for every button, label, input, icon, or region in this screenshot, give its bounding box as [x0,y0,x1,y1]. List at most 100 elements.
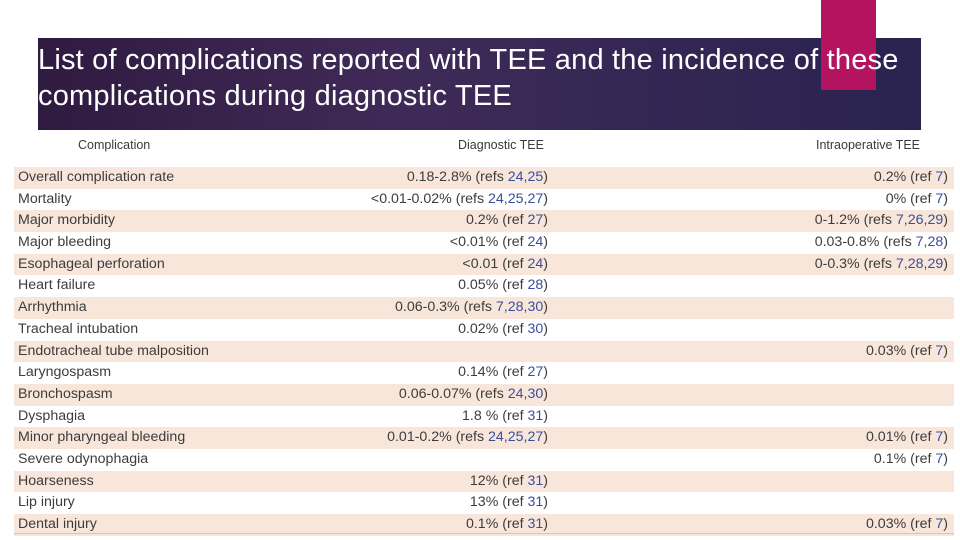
diagnostic-cell-value: 13% (ref [469,494,528,511]
intraoperative-cell-refs: 7,26,29 [895,212,944,229]
table-row: Bronchospasm 0.06-0.07% (refs 24,30) [14,383,954,406]
diagnostic-cell-value: <0.01% (ref [449,234,528,251]
complication-cell: Major morbidity [18,212,115,229]
table-row: Minor pharyngeal bleeding 0.01-0.2% (refs… [14,427,954,449]
table-row: Major bleeding <0.01% (ref 24) 0.03-0.8% (… [14,232,954,254]
complication-cell: Dental injury [18,516,97,532]
table-row: Endotracheal tube malposition 0.03% (ref … [14,340,954,363]
complication-cell: Severe odynophagia [18,450,149,467]
diagnostic-cell-refs: 31 [527,472,544,489]
intraoperative-cell-refs: 7 [935,516,944,532]
diagnostic-cell-value: 0.06-0.3% (refs [394,299,496,316]
intraoperative-cell: 0.03-0.8% (refs 7,28) [814,234,948,251]
diagnostic-cell-value: 0.06-0.07% (refs [398,385,508,402]
intraoperative-cell-refs: 7 [935,429,944,446]
table-bottom-rule [14,533,954,534]
diagnostic-cell: <0.01 (ref 24) [462,255,548,272]
table-row: Dental injury 0.1% (ref 31) 0.03% (ref 7) [14,514,954,536]
intraoperative-cell: 0% (ref 7) [885,190,948,207]
table-row: Overall complication rate 0.18-2.8% (refs… [14,167,954,189]
diagnostic-cell-value: <0.01-0.02% (refs [370,190,489,207]
diagnostic-cell: 0.1% (ref 31) [465,516,548,532]
complication-cell: Lip injury [18,494,75,511]
diagnostic-cell: 0.14% (ref 27) [458,364,548,381]
diagnostic-cell-value: 0.05% (ref [458,277,528,294]
intraoperative-cell-value: 0.01% (ref [865,429,936,446]
table-row: Major morbidity 0.2% (ref 27) 0-1.2% (refs… [14,210,954,233]
diagnostic-cell-refs: 7,28,30 [495,299,544,316]
intraoperative-cell-value: 0.03-0.8% (refs [814,234,916,251]
complication-cell: Overall complication rate [18,169,175,185]
diagnostic-cell-refs: 27 [527,364,544,381]
table-row: Heart failure 0.05% (ref 28) [14,275,954,298]
intraoperative-cell: 0-1.2% (refs 7,26,29) [814,212,948,229]
intraoperative-cell-refs: 7 [935,342,944,359]
complication-cell: Dysphagia [18,407,86,424]
diagnostic-cell: 0.01-0.2% (refs 24,25,27) [387,429,548,446]
intraoperative-cell-value: 0-1.2% (refs [814,212,896,229]
table-row: Arrhythmia 0.06-0.3% (refs 7,28,30) [14,297,954,319]
diagnostic-cell: <0.01% (ref 24) [449,234,548,251]
complication-cell: Bronchospasm [18,385,113,402]
complications-table: Complication Diagnostic TEE Intraoperati… [14,130,954,536]
diagnostic-cell: <0.01-0.02% (refs 24,25,27) [370,190,548,207]
intraoperative-cell-value: 0% (ref [885,190,936,207]
table-row: Severe odynophagia 0.1% (ref 7) [14,448,954,471]
table-row: Lip injury 13% (ref 31) [14,492,954,514]
table-row: Hoarseness 12% (ref 31) [14,470,954,493]
diagnostic-cell-refs: 31 [527,407,544,424]
diagnostic-cell-value: 0.14% (ref [458,364,528,381]
diagnostic-cell-value: 0.01-0.2% (refs [387,429,489,446]
intraoperative-cell: 0.03% (ref 7) [865,516,948,532]
diagnostic-cell-refs: 24,25 [507,169,544,185]
header-complication: Complication [78,138,151,152]
table-header: Complication Diagnostic TEE Intraoperati… [14,130,954,167]
diagnostic-cell-value: 0.02% (ref [458,320,528,337]
diagnostic-cell: 0.05% (ref 28) [458,277,548,294]
diagnostic-cell-value: 0.1% (ref [465,516,528,532]
complication-cell: Hoarseness [18,472,94,489]
table-row: Dysphagia 1.8 % (ref 31) [14,405,954,428]
intraoperative-cell: 0.1% (ref 7) [873,450,948,467]
header-intraoperative: Intraoperative TEE [816,138,920,152]
intraoperative-cell-refs: 7 [935,190,944,207]
diagnostic-cell-refs: 24,25,27 [488,429,544,446]
diagnostic-cell-value: 0.18-2.8% (refs [406,169,508,185]
diagnostic-cell-refs: 31 [527,494,544,511]
complication-cell: Endotracheal tube malposition [18,342,209,359]
table-row: Tracheal intubation 0.02% (ref 30) [14,318,954,341]
table-row: Laryngospasm 0.14% (ref 27) [14,362,954,384]
diagnostic-cell-refs: 24 [527,234,544,251]
intraoperative-cell-refs: 7 [935,169,944,185]
accent-bar [821,0,876,90]
diagnostic-cell-value: 12% (ref [469,472,528,489]
slide-title: List of complications reported with TEE … [38,44,899,112]
intraoperative-cell-value: 0.03% (ref [865,342,936,359]
intraoperative-cell-refs: 7,28,29 [895,255,944,272]
complication-cell: Arrhythmia [18,299,87,316]
diagnostic-cell-refs: 28 [527,277,544,294]
complication-cell: Mortality [18,190,72,207]
diagnostic-cell: 12% (ref 31) [469,472,548,489]
complication-cell: Laryngospasm [18,364,112,381]
table-row: Esophageal perforation <0.01 (ref 24) 0-0.… [14,253,954,276]
intraoperative-cell-value: 0.2% (ref [873,169,936,185]
diagnostic-cell-refs: 24 [527,255,544,272]
diagnostic-cell: 13% (ref 31) [469,494,548,511]
diagnostic-cell: 0.06-0.07% (refs 24,30) [398,385,548,402]
intraoperative-cell-value: 0.03% (ref [865,516,936,532]
table-body: Overall complication rate 0.18-2.8% (refs… [14,167,954,536]
diagnostic-cell-value: <0.01 (ref [462,255,528,272]
intraoperative-cell: 0.03% (ref 7) [865,342,948,359]
table-row: Mortality <0.01-0.02% (refs 24,25,27) 0% (… [14,188,954,211]
intraoperative-cell-refs: 7 [935,450,944,467]
intraoperative-cell-value: 0.1% (ref [873,450,936,467]
complication-cell: Esophageal perforation [18,255,165,272]
complication-cell: Major bleeding [18,234,112,251]
diagnostic-cell-refs: 24,25,27 [488,190,544,207]
diagnostic-cell: 0.06-0.3% (refs 7,28,30) [394,299,548,316]
complication-cell: Heart failure [18,277,96,294]
complication-cell: Minor pharyngeal bleeding [18,429,186,446]
diagnostic-cell: 1.8 % (ref 31) [462,407,548,424]
intraoperative-cell-refs: 7,28 [915,234,944,251]
